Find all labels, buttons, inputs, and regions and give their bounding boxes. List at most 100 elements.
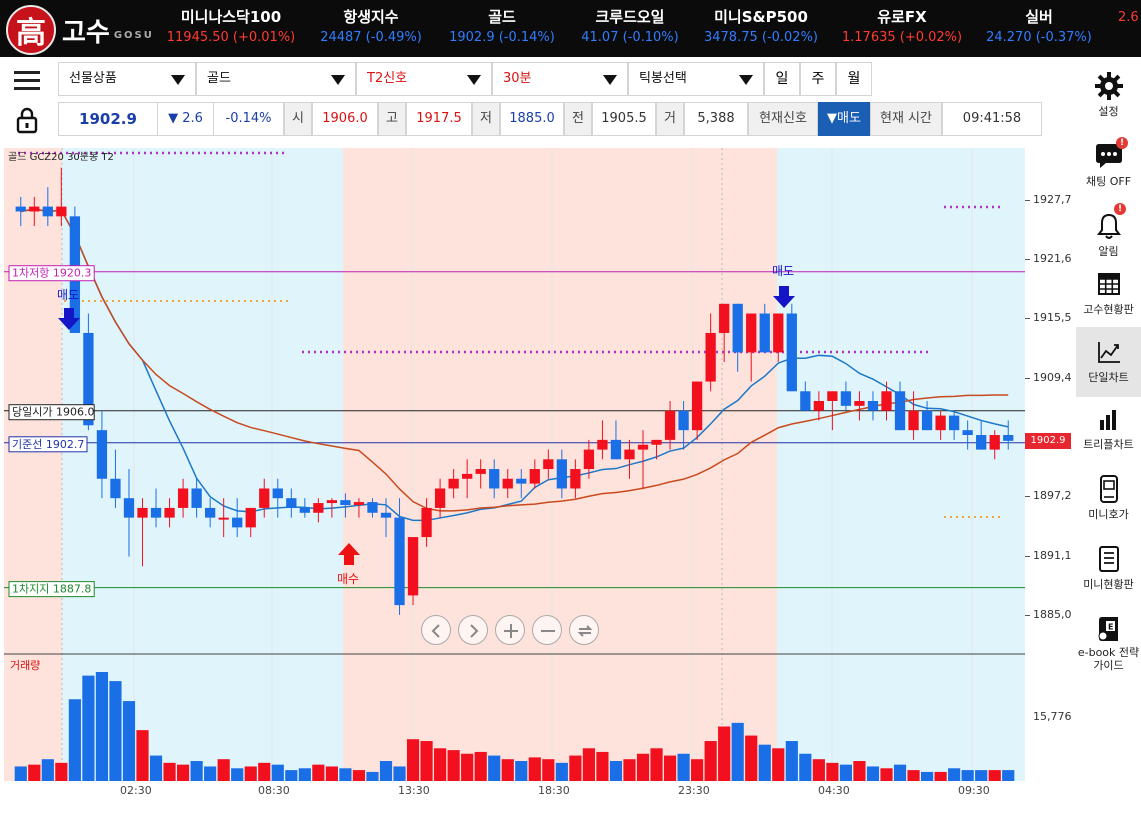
sidebar-label: 트리플차트 [1083, 438, 1134, 451]
notification-badge: ! [1114, 203, 1126, 215]
chevron-left-icon [431, 624, 440, 638]
y-tick-mark [1025, 614, 1030, 616]
volume-bar [907, 770, 920, 781]
minus-icon [541, 630, 555, 632]
volume-label: 거 [656, 102, 684, 136]
volume-bar [785, 741, 798, 781]
volume-value: 5,388 [684, 102, 748, 136]
candle-body [583, 449, 595, 470]
candle-body [948, 415, 960, 431]
candle-body [150, 507, 162, 518]
period-week-button[interactable]: 주 [800, 62, 836, 96]
notification-badge: ! [1116, 137, 1128, 149]
chevron-down-icon [467, 75, 481, 85]
buy-signal-label: 매수 [337, 572, 359, 586]
sidebar-item-gosu-board[interactable]: 고수현황판 [1076, 259, 1141, 329]
ticker-gold[interactable]: 골드 1902.9 (-0.14%) [432, 7, 572, 49]
volume-bar [461, 753, 474, 781]
ticker-name: 골드 [488, 8, 516, 26]
ticker-crude-oil[interactable]: 크루드오일 41.07 (-0.10%) [560, 7, 700, 49]
chart-canvas[interactable]: 골드 GCZ20 30분봉 T2 1차저항 1920.3 당일시가 1906.0 기준… [4, 148, 1025, 803]
zoom-in-button[interactable] [495, 615, 525, 645]
sidebar-item-mini-board[interactable]: 미니현황판 [1076, 534, 1141, 604]
volume-bar [920, 771, 934, 781]
sidebar-item-triple-chart[interactable]: 트리플차트 [1076, 394, 1141, 464]
volume-bar [691, 759, 704, 781]
logo[interactable]: 高 고수 GOSU [6, 5, 154, 55]
price-chart[interactable]: 골드 GCZ20 30분봉 T2 1차저항 1920.3 당일시가 1906.0 기준… [4, 148, 1025, 803]
ticker-hangseng[interactable]: 항생지수 24487 (-0.49%) [301, 7, 441, 49]
volume-tick-label: 15,776 [1033, 710, 1072, 723]
instrument-select[interactable]: 골드 [196, 62, 356, 96]
candle-body [840, 391, 852, 406]
y-tick-label: 1897,2 [1033, 489, 1072, 503]
volume-bar [975, 770, 988, 781]
menu-icon[interactable] [0, 62, 54, 98]
ticker-silver[interactable]: 실버 24.270 (-0.37%) [969, 7, 1109, 49]
candle-body [543, 459, 554, 470]
sidebar-label: 고수현황판 [1083, 303, 1134, 316]
sidebar-item-ebook[interactable]: E e-book 전략가이드 [1076, 604, 1141, 684]
volume-bar [434, 748, 447, 781]
candle-body [123, 498, 135, 518]
scroll-left-button[interactable] [421, 615, 451, 645]
volume-bar [55, 762, 68, 781]
candle-body [962, 430, 973, 436]
volume-bar [718, 726, 731, 781]
y-tick-mark [1025, 259, 1030, 261]
product-select[interactable]: 선물상품 [58, 62, 196, 96]
volume-bar [893, 764, 907, 781]
candle-body [407, 537, 419, 596]
sidebar-item-chat[interactable]: ! 채팅 OFF [1076, 131, 1141, 201]
candle-body [867, 401, 879, 411]
tick-select[interactable]: 틱봉선택 [628, 62, 764, 96]
period-day-button[interactable]: 일 [764, 62, 800, 96]
zoom-out-button[interactable] [532, 615, 562, 645]
ticker-name: 유로FX [877, 8, 927, 26]
price-axis: 1927,7 1921,6 1915,5 1909,4 1897,2 1891,1 1885… [1025, 148, 1076, 803]
signal-badge: ▼매도 [818, 102, 870, 136]
candle-body [380, 512, 392, 518]
candle-body [854, 401, 865, 406]
ticker-eurofx[interactable]: 유로FX 1.17635 (+0.02%) [832, 7, 972, 49]
candle-body [610, 439, 622, 460]
volume-bar [596, 751, 609, 781]
volume-bar [122, 701, 136, 781]
ticker-name: 실버 [1025, 8, 1053, 26]
volume-bar [745, 735, 758, 781]
candle-body [637, 444, 649, 450]
candle-body [827, 391, 838, 401]
volume-bar [623, 759, 636, 781]
signal-select[interactable]: T2신호 [356, 62, 492, 96]
ticker-partial[interactable]: 2.6 [1118, 7, 1141, 29]
candle-body [664, 410, 676, 440]
candle-body [475, 469, 486, 474]
volume-bar [244, 766, 257, 781]
candle-body [921, 410, 933, 431]
instrument-select-label: 골드 [207, 71, 231, 86]
ticker-nasdaq[interactable]: 미니나스닥100 11945.50 (+0.01%) [161, 7, 301, 49]
period-month-button[interactable]: 월 [836, 62, 872, 96]
volume-bar [677, 753, 690, 781]
signal-zone [777, 148, 1025, 781]
sidebar-item-mini-orderbook[interactable]: 미니호가 [1076, 464, 1141, 534]
chevron-down-icon [171, 75, 185, 85]
sidebar-item-alerts[interactable]: ! 알림 [1076, 201, 1141, 271]
candle-body [746, 313, 757, 353]
scroll-right-button[interactable] [458, 615, 488, 645]
time-label: 현재 시간 [870, 102, 942, 136]
ebook-icon: E [1098, 617, 1118, 641]
sidebar-item-settings[interactable]: 설정 [1076, 61, 1141, 131]
reset-view-button[interactable] [569, 615, 599, 645]
volume-bar [82, 675, 95, 781]
candle-body [800, 391, 811, 411]
interval-select[interactable]: 30분 [492, 62, 628, 96]
sidebar-item-single-chart[interactable]: 단일차트 [1076, 327, 1141, 397]
sidebar-label: 미니호가 [1088, 508, 1129, 521]
price-change: ▼ 2.6 [158, 102, 214, 136]
lock-icon[interactable] [0, 102, 54, 138]
ticker-sp500[interactable]: 미니S&P500 3478.75 (-0.02%) [691, 7, 831, 49]
y-tick-label: 1915,5 [1033, 311, 1072, 325]
top-ticker-bar: 高 고수 GOSU 미니나스닥100 11945.50 (+0.01%) 항생지… [0, 0, 1141, 57]
sidebar-label: 알림 [1098, 245, 1119, 258]
